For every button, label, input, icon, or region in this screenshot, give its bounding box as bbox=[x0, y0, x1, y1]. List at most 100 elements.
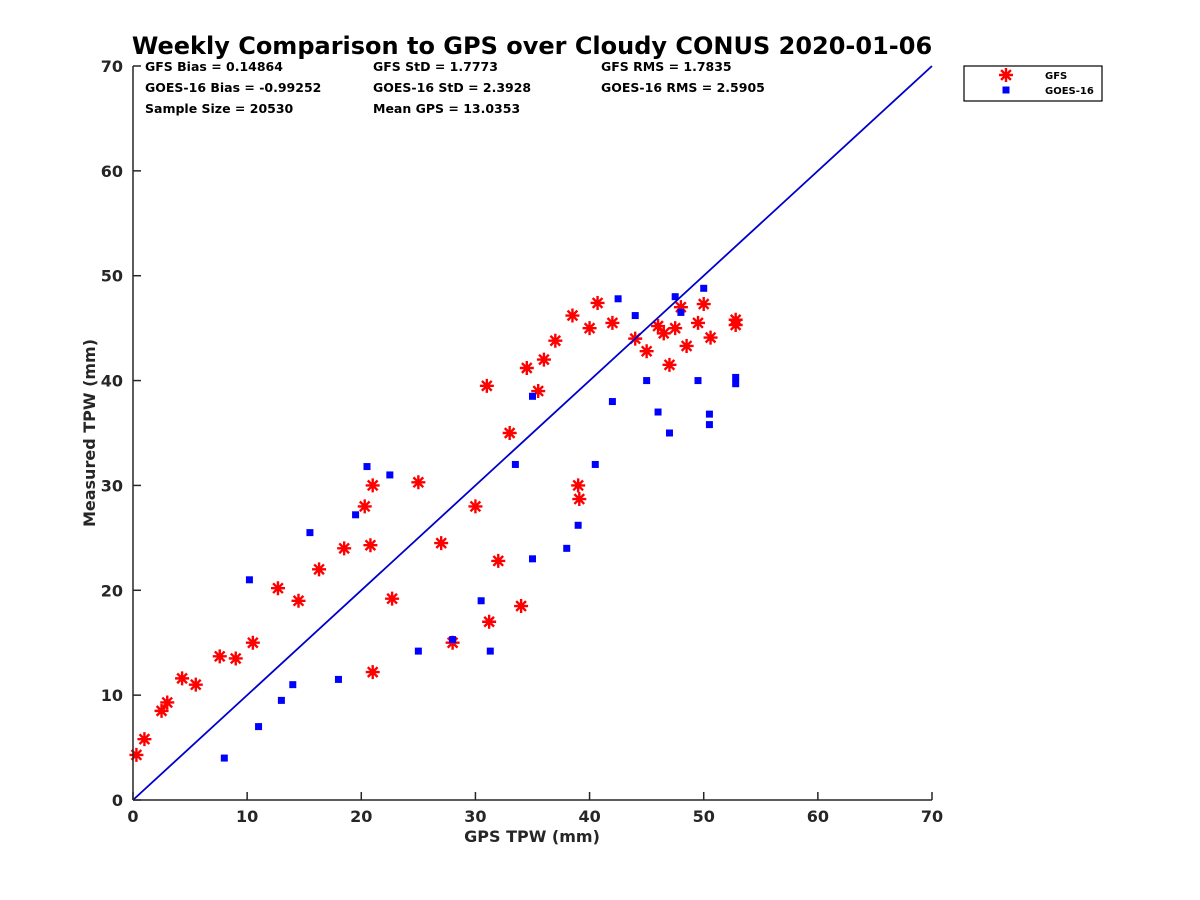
legend-marker-gfs bbox=[999, 68, 1013, 82]
data-point bbox=[385, 591, 400, 606]
data-point bbox=[357, 499, 372, 514]
x-tick-label: 40 bbox=[578, 807, 600, 826]
data-point bbox=[511, 460, 519, 468]
x-tick-label: 0 bbox=[127, 807, 138, 826]
data-point bbox=[312, 562, 327, 577]
data-point bbox=[590, 295, 605, 310]
data-point bbox=[694, 377, 702, 385]
data-point bbox=[608, 398, 616, 406]
data-point bbox=[291, 593, 306, 608]
data-point bbox=[220, 754, 228, 762]
data-point bbox=[574, 521, 582, 529]
data-point bbox=[365, 665, 380, 680]
series-gfs bbox=[129, 295, 743, 762]
data-point bbox=[668, 321, 683, 336]
data-point bbox=[277, 696, 285, 704]
data-point bbox=[411, 475, 426, 490]
data-point bbox=[519, 360, 534, 375]
data-point bbox=[486, 647, 494, 655]
data-point bbox=[363, 463, 371, 471]
data-point bbox=[643, 377, 651, 385]
data-point bbox=[529, 555, 536, 563]
data-point bbox=[365, 478, 380, 493]
stat-goes-rms: GOES-16 RMS = 2.5905 bbox=[601, 80, 765, 95]
data-point bbox=[491, 553, 506, 568]
data-point bbox=[696, 297, 711, 312]
data-point bbox=[160, 695, 175, 710]
y-tick-label: 0 bbox=[112, 791, 123, 810]
data-point bbox=[334, 675, 342, 683]
data-point bbox=[479, 378, 494, 393]
data-point bbox=[732, 373, 740, 381]
x-tick-label: 30 bbox=[464, 807, 486, 826]
data-point bbox=[386, 471, 394, 479]
data-point bbox=[571, 478, 586, 493]
x-tick-label: 20 bbox=[350, 807, 372, 826]
y-tick-label: 40 bbox=[101, 372, 123, 391]
y-tick-label: 50 bbox=[101, 267, 123, 286]
data-point bbox=[514, 599, 529, 614]
data-point bbox=[654, 408, 662, 416]
stat-gfs-rms: GFS RMS = 1.7835 bbox=[601, 59, 732, 74]
data-point bbox=[449, 636, 457, 644]
legend-label-goes-16: GOES-16 bbox=[1045, 86, 1094, 97]
data-point bbox=[129, 747, 144, 762]
data-point bbox=[631, 312, 639, 320]
data-point bbox=[605, 315, 620, 330]
series-goes-16 bbox=[220, 284, 740, 762]
y-tick-label: 10 bbox=[101, 686, 123, 705]
data-point bbox=[270, 581, 285, 596]
legend-box bbox=[963, 65, 1103, 102]
data-point bbox=[572, 492, 587, 507]
data-point bbox=[352, 511, 360, 519]
x-tick-label: 10 bbox=[236, 807, 258, 826]
data-point bbox=[679, 338, 694, 353]
data-point bbox=[591, 460, 599, 468]
data-point bbox=[705, 410, 713, 418]
data-point bbox=[245, 635, 260, 650]
data-point bbox=[188, 677, 203, 692]
data-point bbox=[306, 529, 314, 537]
data-point bbox=[651, 319, 666, 334]
data-point bbox=[468, 499, 483, 514]
data-point bbox=[700, 284, 708, 292]
data-point bbox=[732, 380, 740, 388]
x-tick-label: 60 bbox=[807, 807, 829, 826]
data-point bbox=[536, 352, 551, 367]
goes-16-marker-icon bbox=[1002, 86, 1010, 94]
data-point bbox=[337, 541, 352, 556]
data-point bbox=[703, 330, 718, 345]
chart-title: Weekly Comparison to GPS over Cloudy CON… bbox=[132, 32, 932, 60]
y-tick-label: 70 bbox=[101, 57, 123, 76]
data-point bbox=[673, 300, 688, 315]
data-point bbox=[137, 732, 152, 747]
data-point bbox=[565, 308, 580, 323]
legend-label-gfs: GFS bbox=[1045, 71, 1067, 82]
legend-marker-goes-16 bbox=[1002, 86, 1010, 94]
stat-mean-gps: Mean GPS = 13.0353 bbox=[373, 101, 520, 116]
data-point bbox=[662, 357, 677, 372]
data-point bbox=[245, 576, 253, 584]
data-point bbox=[691, 315, 706, 330]
data-point bbox=[671, 293, 679, 301]
data-point bbox=[531, 384, 546, 399]
stats-annotations: GFS Bias = 0.14864 GFS StD = 1.7773 GFS … bbox=[145, 59, 765, 116]
y-tick-label: 20 bbox=[101, 581, 123, 600]
data-point bbox=[228, 651, 243, 666]
x-axis-label: GPS TPW (mm) bbox=[464, 827, 600, 846]
data-point bbox=[477, 597, 485, 605]
data-point bbox=[677, 308, 685, 316]
x-tick-label: 70 bbox=[921, 807, 943, 826]
data-point bbox=[582, 321, 597, 336]
data-point bbox=[728, 312, 743, 327]
axes: 0 10 20 30 40 50 60 70 0 10 20 30 40 50 60 70 bbox=[101, 57, 943, 826]
one-to-one-line bbox=[132, 65, 933, 801]
data-point bbox=[502, 426, 517, 440]
data-point bbox=[656, 326, 671, 341]
data-point bbox=[614, 295, 622, 303]
data-point bbox=[255, 723, 263, 731]
plot-area bbox=[129, 65, 933, 801]
data-point bbox=[482, 614, 497, 629]
data-point bbox=[639, 344, 654, 359]
